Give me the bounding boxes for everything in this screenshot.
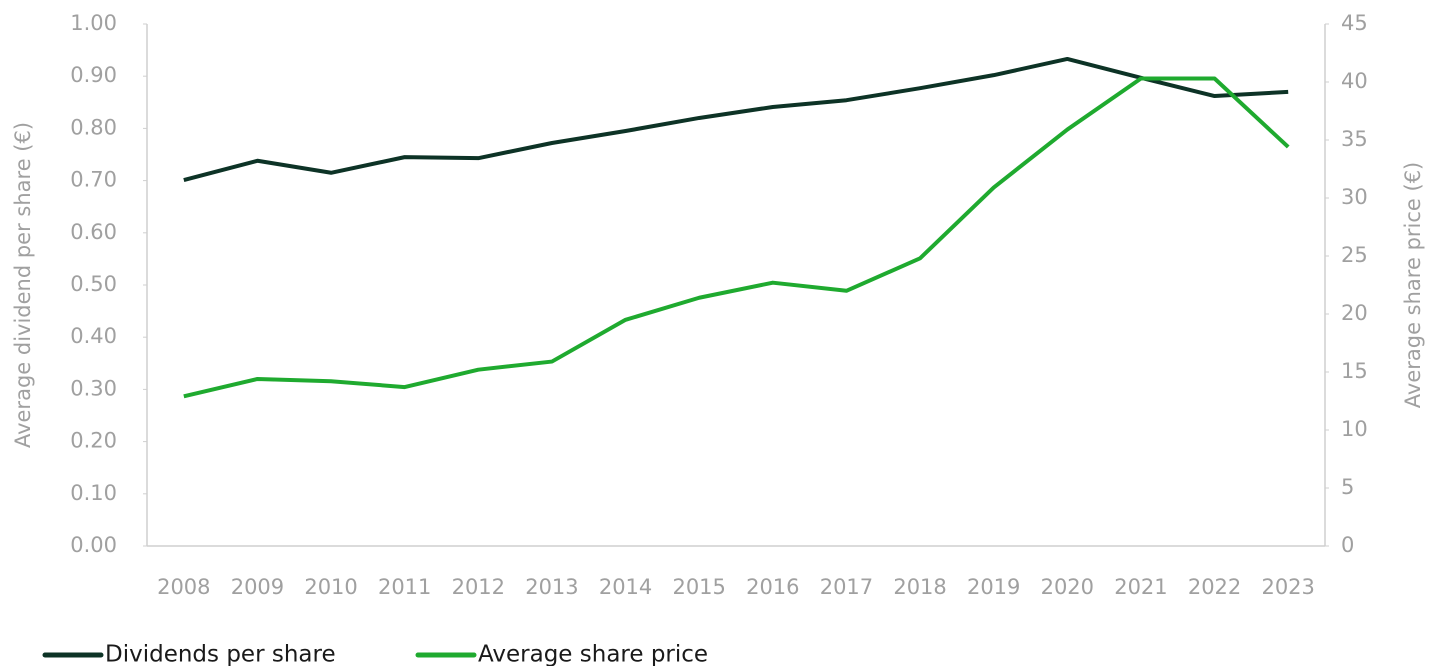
y2-tick-label: 40 <box>1341 69 1368 93</box>
y-tick-label: 0.50 <box>70 272 117 296</box>
y2-tick-label: 5 <box>1341 475 1354 499</box>
y2-axis-label: Average share price (€) <box>1401 162 1425 408</box>
x-tick-label: 2023 <box>1261 575 1314 599</box>
y-tick-label: 1.00 <box>70 11 117 35</box>
x-tick-label: 2022 <box>1188 575 1241 599</box>
y2-tick-label: 25 <box>1341 243 1368 267</box>
y2-tick-label: 30 <box>1341 185 1368 209</box>
x-tick-label: 2013 <box>525 575 578 599</box>
y-axis-label: Average dividend per share (€) <box>11 122 35 448</box>
x-tick-label: 2021 <box>1114 575 1167 599</box>
y-tick-label: 0.90 <box>70 63 117 87</box>
y2-tick-label: 10 <box>1341 417 1368 441</box>
y-tick-label: 0.40 <box>70 324 117 348</box>
x-tick-label: 2009 <box>231 575 284 599</box>
y-tick-label: 0.30 <box>70 376 117 400</box>
y-tick-label: 0.80 <box>70 115 117 139</box>
y2-tick-label: 35 <box>1341 127 1368 151</box>
x-tick-label: 2010 <box>304 575 357 599</box>
x-tick-label: 2012 <box>452 575 505 599</box>
x-tick-label: 2020 <box>1041 575 1094 599</box>
y-tick-label: 0.00 <box>70 533 117 557</box>
y2-tick-label: 45 <box>1341 11 1368 35</box>
x-tick-label: 2016 <box>746 575 799 599</box>
y-tick-label: 0.10 <box>70 481 117 505</box>
x-tick-label: 2017 <box>820 575 873 599</box>
y2-tick-label: 0 <box>1341 533 1354 557</box>
x-tick-label: 2018 <box>893 575 946 599</box>
legend-label: Average share price <box>478 642 708 666</box>
x-tick-label: 2008 <box>157 575 210 599</box>
y-tick-label: 0.70 <box>70 168 117 192</box>
x-tick-label: 2014 <box>599 575 652 599</box>
x-tick-label: 2011 <box>378 575 431 599</box>
series-line <box>183 76 1290 399</box>
y-tick-label: 0.60 <box>70 220 117 244</box>
legend-label: Dividends per share <box>105 642 336 666</box>
x-tick-label: 2019 <box>967 575 1020 599</box>
series-line <box>183 56 1289 183</box>
y2-tick-label: 15 <box>1341 359 1368 383</box>
y2-tick-label: 20 <box>1341 301 1368 325</box>
y-tick-label: 0.20 <box>70 429 117 453</box>
x-tick-label: 2015 <box>672 575 725 599</box>
